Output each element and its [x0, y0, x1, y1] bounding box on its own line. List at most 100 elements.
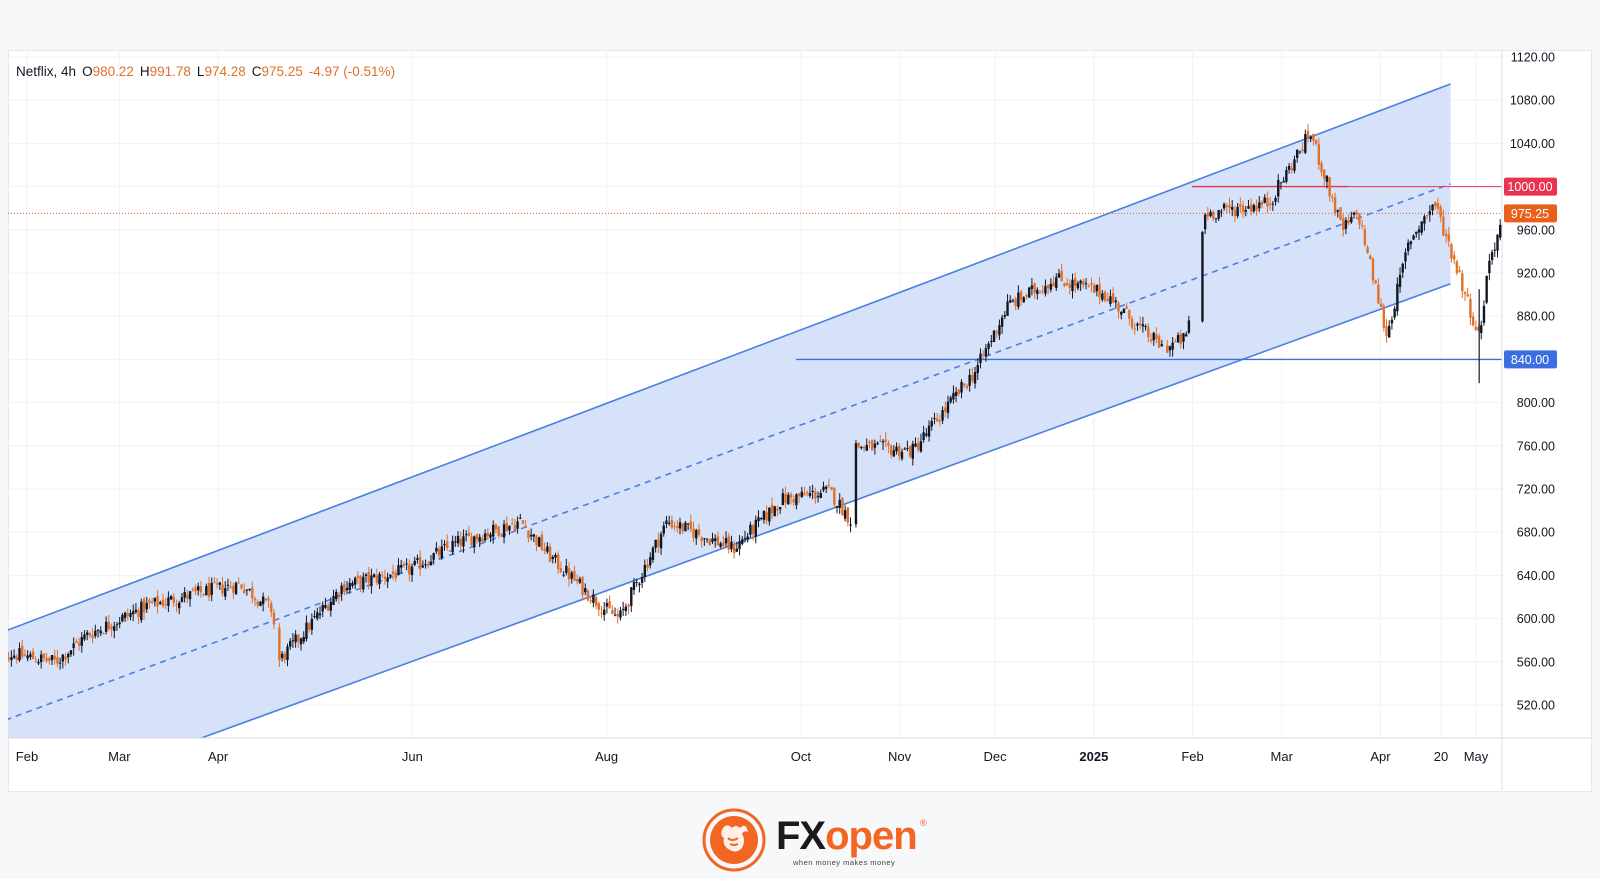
candle-body	[1157, 336, 1161, 348]
candle-body	[464, 534, 468, 536]
candle-body	[1128, 309, 1131, 319]
candle-body	[1374, 280, 1377, 284]
candle-body	[659, 533, 663, 549]
candle-body	[827, 484, 831, 486]
y-tick-label: 680.00	[1517, 526, 1555, 540]
candle-body	[600, 612, 603, 614]
candle-body	[703, 538, 706, 540]
candle-body	[760, 518, 763, 520]
candle-body	[762, 510, 766, 520]
candle-body	[486, 532, 490, 537]
candle-body	[1350, 217, 1353, 223]
candle-body	[256, 601, 259, 606]
candle-body	[153, 597, 157, 602]
candle-body	[654, 539, 657, 548]
candle-body	[1382, 306, 1386, 328]
candle-body	[10, 657, 13, 661]
candle-body	[968, 374, 971, 386]
candle-body	[1155, 334, 1158, 340]
candle-body	[1106, 298, 1109, 302]
candle-body	[1009, 300, 1012, 303]
candle-body	[1212, 211, 1215, 219]
candle-body	[689, 521, 693, 529]
candle-body	[949, 397, 952, 403]
candle-body	[616, 613, 619, 617]
candle-body	[1396, 283, 1399, 312]
candle-body	[1277, 179, 1280, 197]
candle-body	[676, 526, 679, 529]
candle-body	[329, 601, 333, 611]
candle-body	[754, 519, 757, 537]
candle-body	[708, 539, 711, 545]
y-tick-label: 920.00	[1517, 267, 1555, 281]
candle-body	[870, 440, 874, 451]
candle-body	[280, 653, 284, 658]
candle-body	[1412, 235, 1415, 240]
candle-body	[787, 494, 790, 505]
candle-body	[1233, 209, 1237, 216]
candle-body	[646, 564, 649, 568]
candle-body	[497, 526, 500, 536]
candle-body	[998, 325, 1001, 336]
candle-body	[540, 534, 544, 550]
y-tick-label: 800.00	[1517, 396, 1555, 410]
candle-body	[624, 606, 628, 612]
candle-body	[946, 401, 950, 413]
candle-body	[1133, 328, 1136, 330]
candle-body	[987, 343, 990, 349]
candle-body	[1017, 292, 1020, 307]
candle-body	[1074, 278, 1077, 286]
candle-body	[862, 446, 866, 449]
candle-body	[521, 520, 525, 524]
candle-body	[1122, 308, 1126, 314]
plot-layer	[8, 83, 1502, 738]
candle-body	[1171, 342, 1174, 350]
candle-body	[857, 442, 860, 448]
candle-body	[727, 536, 730, 550]
candle-body	[1027, 287, 1031, 298]
candle-body	[1463, 291, 1467, 294]
candle-body	[337, 594, 341, 597]
candle-body	[91, 635, 94, 639]
candle-body	[527, 530, 530, 539]
x-tick-label: Mar	[1271, 749, 1294, 764]
candle-body	[833, 487, 836, 505]
candle-body	[110, 626, 113, 630]
candle-body	[1298, 151, 1302, 153]
candle-body	[1187, 320, 1191, 333]
candle-body	[621, 609, 625, 611]
candle-body	[267, 598, 270, 601]
candle-body	[302, 636, 305, 642]
candle-body	[1247, 206, 1250, 209]
candle-body	[156, 595, 159, 607]
candle-body	[1279, 182, 1283, 184]
candle-body	[451, 541, 454, 553]
candle-body	[1385, 326, 1388, 337]
candle-body	[99, 630, 102, 634]
candle-body	[1482, 305, 1486, 323]
candle-body	[178, 602, 181, 609]
candle-body	[261, 596, 265, 605]
candle-body	[1095, 284, 1099, 292]
candle-body	[307, 623, 311, 630]
candle-body	[221, 584, 224, 594]
candle-body	[1060, 270, 1063, 281]
candle-body	[161, 599, 165, 607]
candle-body	[410, 566, 414, 576]
candle-body	[830, 487, 833, 490]
candle-body	[627, 604, 630, 607]
candle-body	[635, 582, 638, 584]
candle-body	[854, 443, 858, 525]
candle-body	[643, 564, 647, 578]
candle-body	[359, 575, 362, 588]
candle-body	[649, 557, 652, 566]
candle-body	[884, 439, 887, 442]
candle-body	[741, 539, 744, 544]
fxopen-logo[interactable]: FXopen ® when money makes money	[702, 808, 942, 872]
price-chart[interactable]: 1120.00 1080.00 1040.00 960.00 920.00 880.00 8…	[0, 0, 1600, 796]
candle-body	[554, 554, 557, 558]
candle-body	[1271, 203, 1275, 205]
support-price-label-bg	[1504, 350, 1557, 369]
candle-body	[1071, 279, 1074, 291]
candle-body	[743, 538, 747, 540]
